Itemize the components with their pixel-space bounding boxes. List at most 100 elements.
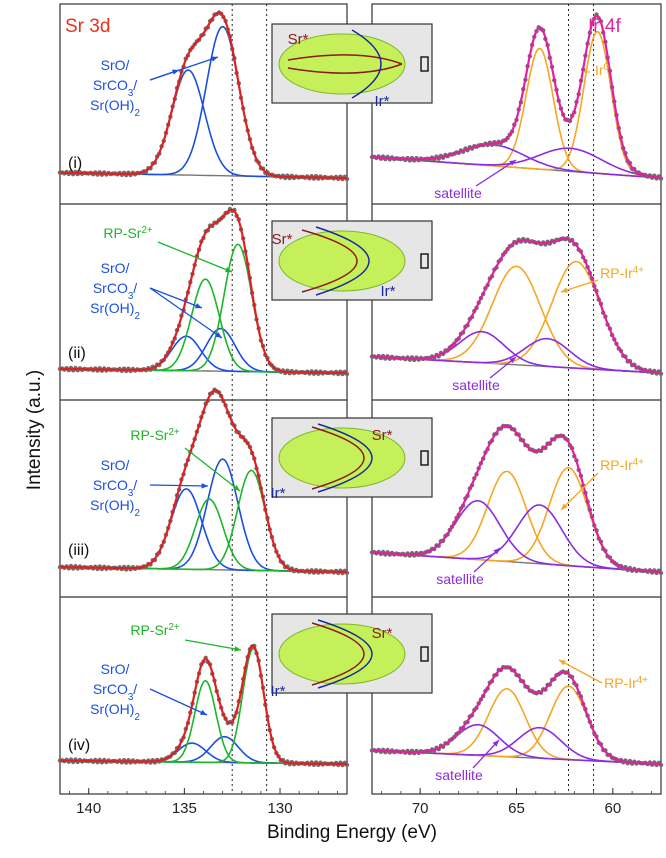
sro-label-part: SrCO [93,477,128,493]
inset-sr-label-part: Sr* [272,231,293,248]
sro-arrow [149,56,219,81]
sro-label-part: 2 [134,508,139,519]
inset-sr-label-part: Sr* [288,31,309,48]
rp-ir-label-part: RP-Ir [600,457,633,473]
satellite-arrow-head [492,740,499,747]
sro-arrow-head [211,56,218,62]
panel-label: (ii) [68,345,86,362]
sro-label-part: Sr(OH) [90,497,134,513]
sro-label-part: Sr(OH) [90,701,134,717]
component-peak [371,499,662,573]
sro-label-part: SrCO [93,77,128,93]
schematic-insets: Sr* Ir* Sr* Ir* Sr* Ir* Sr* Ir* [271,23,433,700]
inset-ir-label: Ir* [375,93,390,110]
detector-icon [420,253,429,269]
ir0-label-part: Ir [595,62,604,78]
sro-arrow-head [200,709,207,715]
left-tick-label: 140 [76,800,101,817]
ir-trace [317,619,373,689]
rp-ir-label: RP-Ir4+ [604,675,648,692]
sro-arrow [149,484,209,487]
rp-sr-label-part: 2+ [168,622,179,633]
inset-ellipse [278,230,406,292]
inset-ir-label: Ir* [271,683,286,700]
sr-trace [287,54,403,74]
sr-trace [311,622,365,686]
envelope-fit [60,389,347,574]
detector-icon [420,646,429,662]
panel-label-part: (iv) [68,737,90,754]
rp-sr-label-part: RP-Sr [130,427,168,443]
detector-icon [420,56,429,72]
satellite-label-part: satellite [434,185,482,201]
envelope-fit [371,237,662,374]
y-axis-label: Intensity (a.u.) [24,370,45,490]
sro-arrow [149,287,203,309]
left-title: Sr 3d [65,16,110,37]
rp-sr-arrow-head [225,267,232,273]
ir-trace [351,29,382,99]
sro-label: SrO/ [101,260,130,276]
sro-label-part: SrCO [93,681,128,697]
sro-arrow-head [195,303,202,309]
rp-sr-label-part: RP-Sr [130,622,168,638]
inset-panel: Sr* Ir* [271,613,433,700]
component-peak [371,147,662,179]
panel-i-left [57,10,350,182]
sro-label-part: 3 [128,88,134,99]
right-tick-label: 65 [508,800,525,817]
sro-label: Sr(OH)2 [90,97,140,119]
sro-arrow-head [201,483,208,489]
envelope-fit [371,665,662,766]
panel-i-right [369,12,664,181]
sro-label-part: 2 [134,712,139,723]
right-tick-label-part: 70 [412,800,429,817]
panel-label: (iv) [68,737,90,754]
inset-sr-label: Sr* [272,231,293,248]
right-tick-label: 70 [412,800,429,817]
left-tick-label-part: 135 [172,800,197,817]
satellite-label: satellite [452,377,500,393]
satellite-arrow-head [509,357,516,364]
inset-ir-label: Ir* [271,485,286,502]
rp-ir-label-part: 4+ [633,265,644,276]
inset-sr-label: Sr* [288,31,309,48]
rp-sr-arrow-head [233,484,240,491]
satellite-arrow-head [493,548,500,555]
dotted-reference-lines [231,4,595,794]
sro-label-part: SrO/ [101,457,130,473]
rp-ir-arrow-head [559,660,566,666]
x-axis-label: Binding Energy (eV) [267,822,437,843]
sro-label: SrO/ [101,661,130,677]
sr-trace [311,426,365,490]
satellite-label-part: satellite [436,571,484,587]
sro-label-part: 2 [134,108,139,119]
sro-label-part: / [133,280,137,296]
rp-ir-label: RP-Ir4+ [600,457,644,474]
inset-ir-label: Ir* [381,283,396,300]
rp-ir-arrow [560,472,599,511]
satellite-label: satellite [436,571,484,587]
inset-ir-label-part: Ir* [375,93,390,110]
rp-sr-arrow-head [234,646,241,652]
panel-ii-left [57,206,350,377]
inset-sr-label-part: Sr* [372,427,393,444]
satellite-label: satellite [434,185,482,201]
rp-sr-label: RP-Sr2+ [130,427,180,444]
rp-sr-label-part: 2+ [141,225,152,236]
inset-ir-label-part: Ir* [271,485,286,502]
left-tick-label: 130 [268,800,293,817]
sro-label-part: 3 [128,692,134,703]
panel-iv-left [57,643,350,768]
ir-trace [315,226,370,296]
ir-trace [317,423,373,493]
sro-arrow [149,287,223,339]
sro-label-part: 3 [128,488,134,499]
sr-trace [301,229,358,293]
sro-label-part: SrO/ [101,260,130,276]
sro-label-part: SrCO [93,280,128,296]
sro-label-part: / [133,681,137,697]
rp-ir-arrow [558,659,603,684]
sro-label-part: / [133,477,137,493]
